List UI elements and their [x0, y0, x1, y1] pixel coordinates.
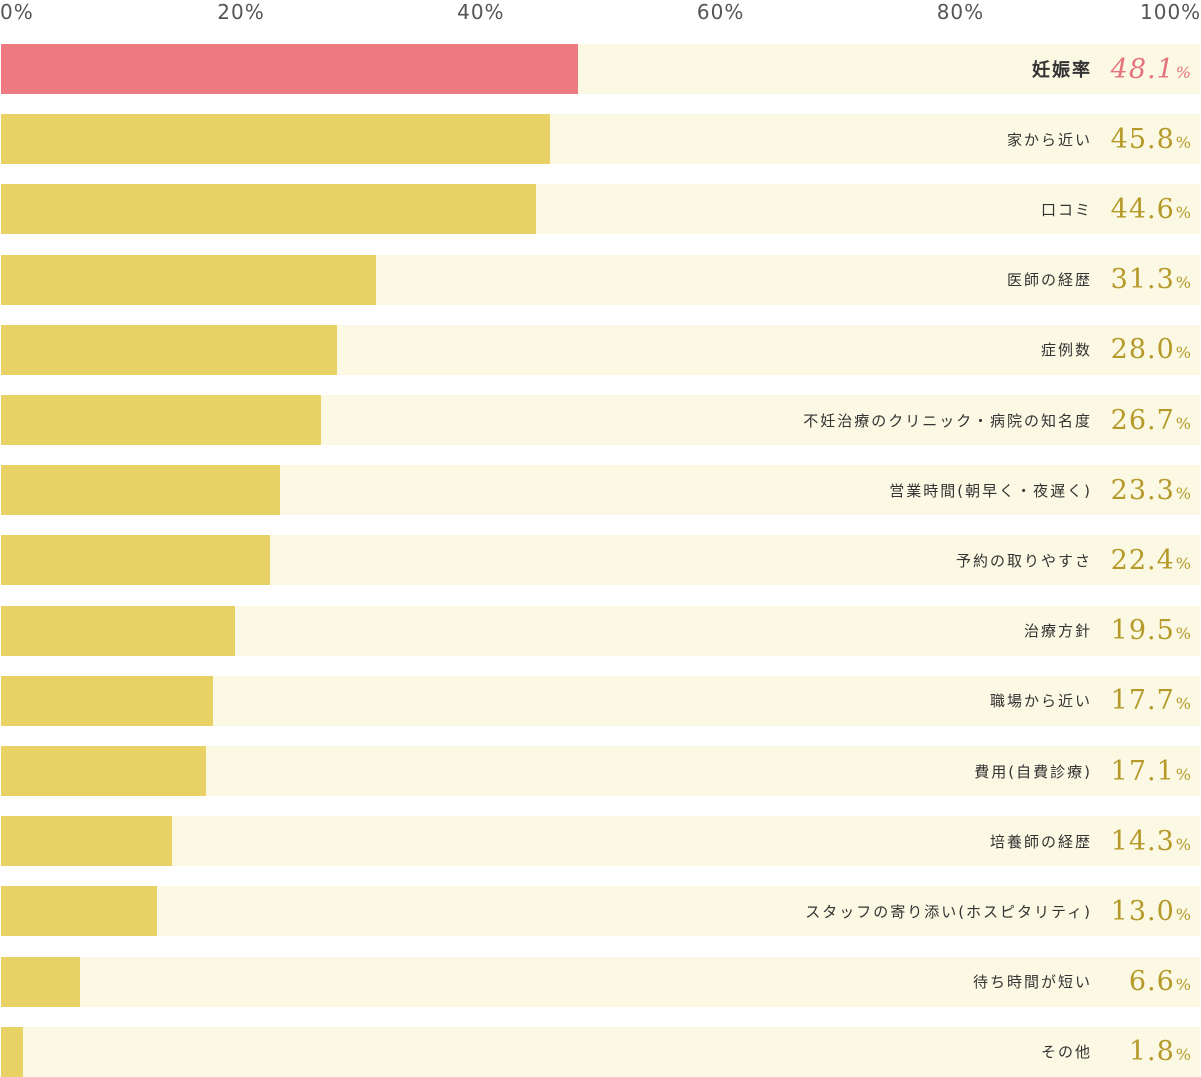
bar: [1, 675, 214, 726]
bar-row: 不妊治療のクリニック・病院の知名度 26.7%: [1, 395, 1200, 445]
value-number: 19.5: [1110, 615, 1175, 647]
category-label: 治療方針: [1023, 622, 1092, 641]
value-label: 23.3%: [1092, 465, 1192, 515]
value-unit: %: [1175, 904, 1192, 924]
value-number: 48.1: [1110, 53, 1175, 85]
value-label: 28.0%: [1092, 325, 1192, 375]
bar: [1, 465, 281, 516]
category-label: 症例数: [1040, 341, 1092, 360]
bar: [1, 395, 322, 445]
value-number: 14.3: [1110, 825, 1175, 857]
value-unit: %: [1175, 624, 1192, 644]
bar: [1, 746, 207, 796]
value-label: 45.8%: [1092, 114, 1192, 164]
category-label: スタッフの寄り添い(ホスピタリティ): [805, 902, 1092, 921]
bar-row: 職場から近い 17.7%: [1, 675, 1200, 726]
bar-row: スタッフの寄り添い(ホスピタリティ) 13.0%: [1, 886, 1200, 937]
value-unit: %: [1175, 273, 1192, 293]
category-label: 職場から近い: [989, 692, 1092, 711]
category-label: 待ち時間が短い: [972, 973, 1092, 992]
value-label: 13.0%: [1092, 886, 1192, 936]
category-label: 家から近い: [1006, 130, 1092, 149]
bar-row: 予約の取りやすさ 22.4%: [1, 535, 1200, 586]
bar: [1, 1026, 23, 1077]
bar-row: 費用(自費診療) 17.1%: [1, 746, 1200, 796]
x-tick-label: 40%: [457, 0, 505, 24]
bar: [1, 114, 551, 165]
bar-row: 待ち時間が短い 6.6%: [1, 956, 1200, 1007]
value-number: 17.1: [1110, 755, 1175, 787]
value-number: 6.6: [1128, 966, 1175, 998]
value-label: 26.7%: [1092, 395, 1192, 445]
category-label: 費用(自費診療): [974, 762, 1092, 781]
value-unit: %: [1175, 1045, 1192, 1065]
category-label: 予約の取りやすさ: [955, 551, 1092, 570]
value-label: 14.3%: [1092, 816, 1192, 866]
value-label: 19.5%: [1092, 606, 1192, 656]
bar-row: その他 1.8%: [1, 1026, 1200, 1077]
category-label: その他: [1040, 1043, 1092, 1062]
value-number: 17.7: [1110, 685, 1175, 717]
bar: [1, 254, 377, 305]
value-unit: %: [1175, 764, 1192, 784]
x-tick-label: 0%: [0, 0, 34, 24]
value-number: 23.3: [1110, 474, 1175, 506]
value-unit: %: [1175, 202, 1192, 222]
category-label: 営業時間(朝早く・夜遅く): [889, 481, 1092, 500]
value-unit: %: [1175, 975, 1192, 995]
value-number: 26.7: [1110, 404, 1175, 436]
bar: [1, 816, 173, 867]
value-unit: %: [1175, 483, 1192, 503]
x-tick-label: 80%: [936, 0, 985, 24]
value-label: 6.6%: [1092, 957, 1192, 1007]
bar-row: 症例数 28.0%: [1, 324, 1200, 375]
value-label: 31.3%: [1092, 255, 1192, 305]
value-number: 1.8: [1128, 1036, 1175, 1068]
value-number: 44.6: [1110, 193, 1175, 225]
bar: [1, 886, 157, 937]
category-label: 不妊治療のクリニック・病院の知名度: [803, 411, 1092, 430]
value-number: 31.3: [1110, 264, 1175, 296]
value-number: 28.0: [1110, 334, 1175, 366]
value-unit: %: [1175, 553, 1192, 573]
bar: [1, 44, 578, 94]
category-label: 医師の経歴: [1006, 271, 1092, 290]
bar-row: 営業時間(朝早く・夜遅く) 23.3%: [1, 465, 1200, 516]
bar-row: 家から近い 45.8%: [1, 114, 1200, 165]
value-label: 22.4%: [1092, 535, 1192, 585]
category-label: 培養師の経歴: [989, 832, 1092, 851]
value-unit: %: [1175, 413, 1192, 433]
value-label: 48.1%: [1092, 44, 1192, 94]
bar: [1, 184, 536, 235]
bar: [1, 324, 337, 375]
bar-row: 医師の経歴 31.3%: [1, 254, 1200, 305]
bar-row: 培養師の経歴 14.3%: [1, 816, 1200, 867]
bar-row: 治療方針 19.5%: [1, 605, 1200, 656]
value-unit: %: [1175, 132, 1192, 152]
value-number: 13.0: [1110, 895, 1175, 927]
bar: [1, 956, 81, 1007]
category-label: 妊娠率: [1032, 60, 1092, 81]
value-label: 17.7%: [1092, 676, 1192, 726]
value-unit: %: [1175, 834, 1192, 854]
value-number: 22.4: [1110, 544, 1175, 576]
x-tick-label: 100%: [1140, 0, 1201, 24]
value-unit: %: [1175, 694, 1192, 714]
bar: [1, 535, 270, 586]
bar-row: 妊娠率 48.1%: [1, 44, 1200, 94]
value-label: 44.6%: [1092, 184, 1192, 234]
category-label: 口コミ: [1040, 200, 1092, 219]
value-number: 45.8: [1110, 123, 1175, 155]
value-unit: %: [1175, 343, 1192, 363]
value-unit: %: [1175, 62, 1192, 82]
x-tick-label: 60%: [696, 0, 745, 24]
value-label: 1.8%: [1092, 1027, 1192, 1077]
bar: [1, 605, 235, 656]
value-label: 17.1%: [1092, 746, 1192, 796]
x-tick-label: 20%: [217, 0, 265, 24]
bar-row: 口コミ 44.6%: [1, 184, 1200, 235]
